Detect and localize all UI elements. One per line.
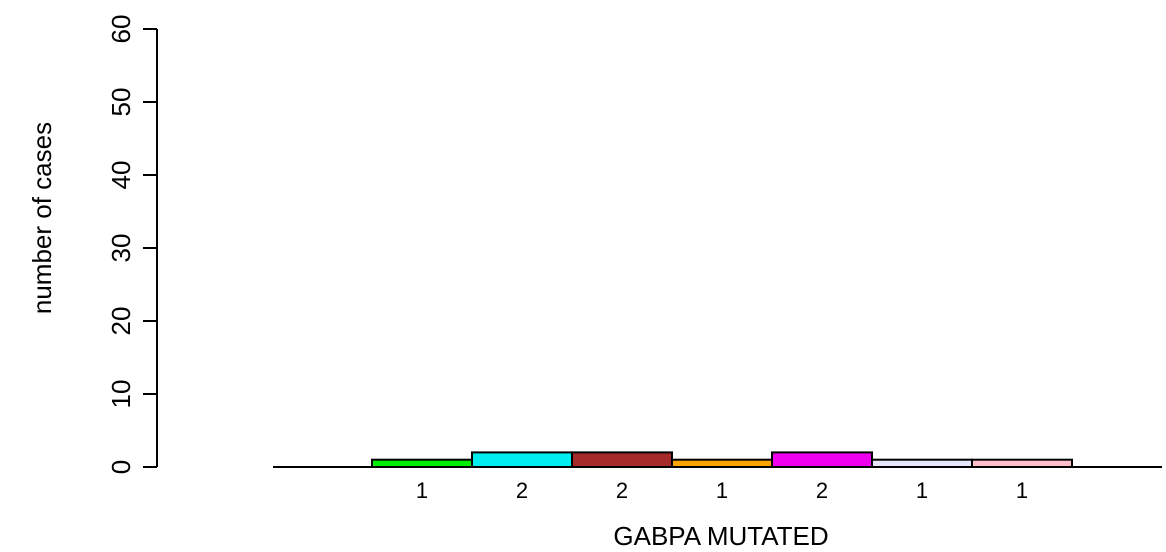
y-tick-label: 0 xyxy=(106,460,136,474)
bar xyxy=(971,458,1073,469)
y-tick-label: 10 xyxy=(106,380,136,409)
bar xyxy=(871,458,973,469)
bar xyxy=(571,451,673,468)
y-axis: 0 10 20 30 40 50 60 xyxy=(106,15,158,474)
x-axis-label: GABPA MUTATED xyxy=(613,521,828,551)
y-tick-label: 30 xyxy=(106,234,136,263)
bar xyxy=(671,458,773,469)
bar-value-label: 1 xyxy=(1016,478,1028,503)
y-tick-label: 20 xyxy=(106,307,136,336)
bar-value-label: 1 xyxy=(416,478,428,503)
bar xyxy=(771,451,873,468)
y-tick-label: 40 xyxy=(106,161,136,190)
bars xyxy=(371,451,1073,469)
bar-value-label: 1 xyxy=(716,478,728,503)
bar-value-label: 2 xyxy=(816,478,828,503)
y-tick-label: 50 xyxy=(106,88,136,117)
y-tick-label: 60 xyxy=(106,15,136,44)
bar-value-label: 2 xyxy=(516,478,528,503)
bar xyxy=(471,451,573,468)
y-axis-label: number of cases xyxy=(27,122,57,314)
bar-value-label: 2 xyxy=(616,478,628,503)
bar-value-label: 1 xyxy=(916,478,928,503)
bar xyxy=(371,458,473,469)
value-labels: 1 2 2 1 2 1 1 xyxy=(416,478,1028,503)
